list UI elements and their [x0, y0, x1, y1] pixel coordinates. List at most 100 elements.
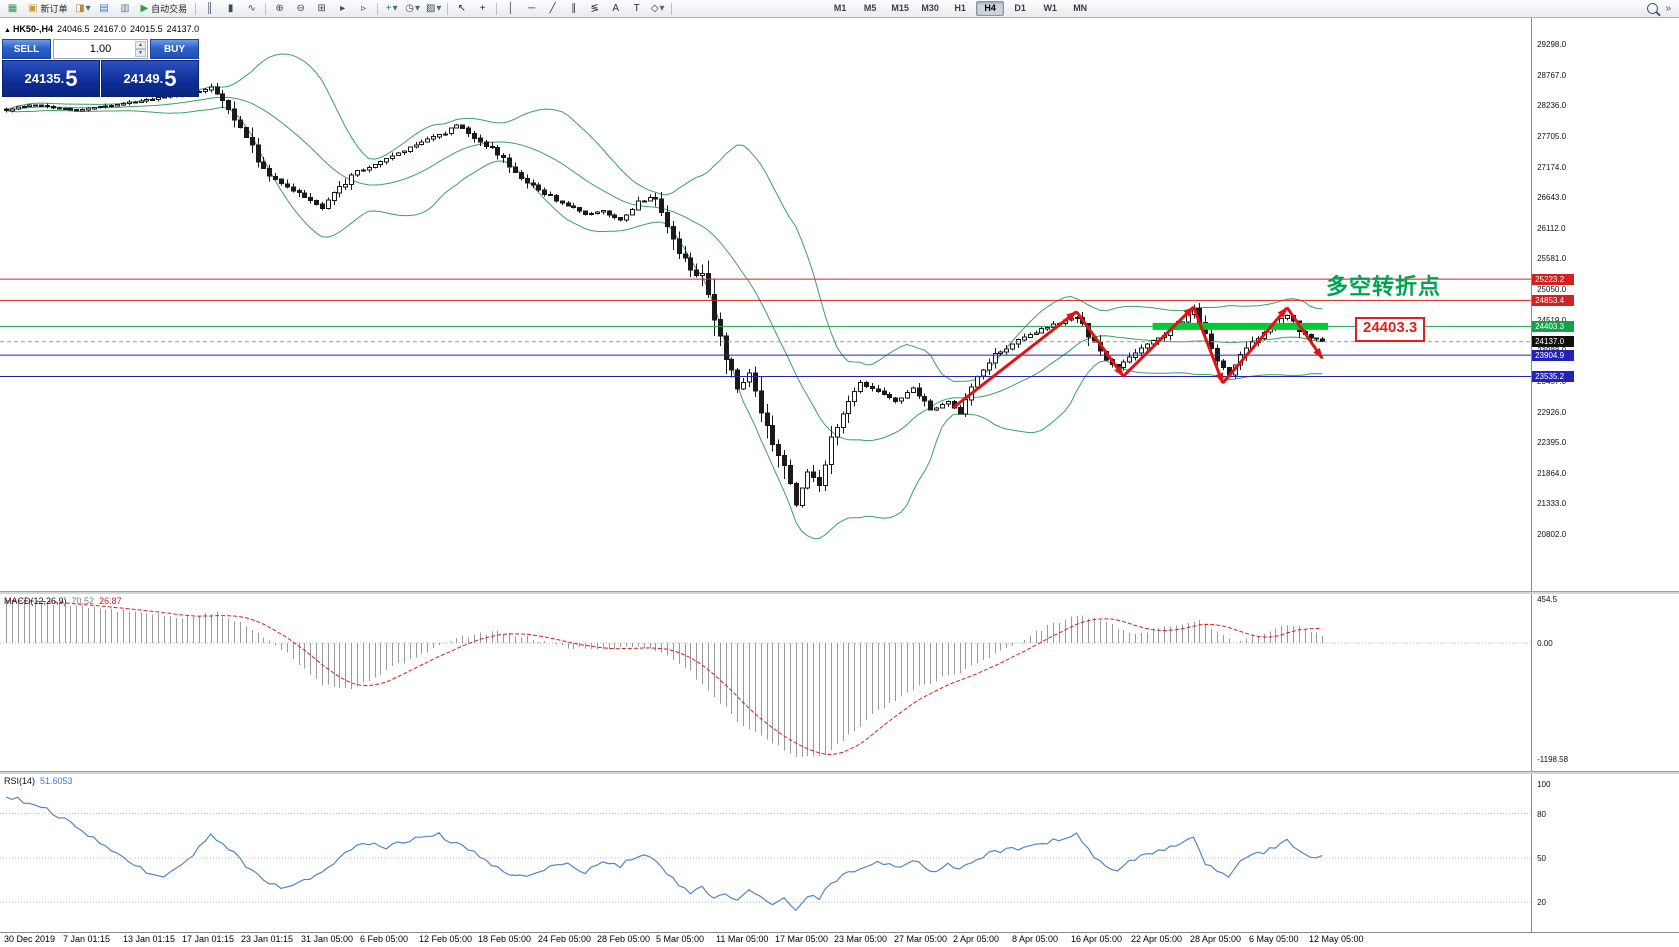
new-order-button[interactable]: ▣ 新订单 [24, 0, 71, 17]
navigator-button[interactable]: ▥ [115, 0, 134, 17]
channel-button[interactable]: ∥ [564, 0, 583, 17]
macd-plot[interactable]: MACD(12,26,9) 70.52 26.87 [0, 594, 1532, 771]
time-axis-label: 18 Feb 05:00 [478, 934, 532, 944]
macd-axis-label: -1198.58 [1537, 755, 1569, 764]
macd-axis[interactable]: 454.5 0.00 -1198.58 [1531, 594, 1679, 771]
timeframe-m5-button[interactable]: M5 [863, 3, 877, 13]
time-axis-label: 17 Mar 05:00 [775, 934, 829, 944]
price-chart[interactable] [0, 18, 1532, 591]
one-click-trading-panel: SELL 1.00 ▲ ▼ BUY 24135. 5 24149. 5 [2, 39, 199, 97]
toolbar-separator [377, 2, 379, 15]
volume-down-icon[interactable]: ▼ [135, 49, 146, 57]
new-chart-button[interactable]: ▦ [3, 0, 22, 17]
collapse-panel-icon[interactable]: ▲ [4, 27, 11, 34]
chart-shift-icon: ▹ [361, 2, 367, 14]
time-axis[interactable]: 30 Dec 2019 7 Jan 01:15 13 Jan 01:15 17 Jan… [0, 932, 1679, 947]
autotrading-button[interactable]: ▶ 自动交易 [136, 0, 191, 17]
rsi-label: RSI(14) 51.6053 [4, 776, 73, 786]
timeframe-h1-button[interactable]: H1 [954, 3, 966, 13]
rsi-axis[interactable]: 100 80 50 20 [1531, 774, 1679, 932]
timeframe-m15-button[interactable]: M15 [891, 3, 909, 13]
tile-windows-button[interactable]: ⊞ [312, 0, 331, 17]
sell-price-button[interactable]: 24135. 5 [2, 60, 100, 97]
time-axis-label: 5 Mar 05:00 [656, 934, 705, 944]
ohlc-low: 24015.5 [130, 24, 163, 34]
ohlc-close: 24137.0 [166, 24, 200, 34]
vertical-line-button[interactable]: │ [501, 0, 520, 17]
rsi-name: RSI(14) [4, 776, 36, 786]
indicators-button[interactable]: + ▾ [382, 0, 401, 17]
timeframe-m30-button[interactable]: M30 [921, 3, 939, 13]
auto-scroll-button[interactable]: ▸ [333, 0, 352, 17]
rsi-chart[interactable] [0, 774, 1532, 932]
text-button[interactable]: A [606, 0, 625, 17]
arrows-button[interactable]: ◇ ▾ [648, 0, 667, 17]
auto-scroll-icon: ▸ [340, 2, 346, 14]
zoom-out-button[interactable]: ⊖ [291, 0, 310, 17]
dropdown-caret-icon: ▾ [85, 2, 91, 14]
trendline-button[interactable]: ╱ [543, 0, 562, 17]
time-axis-label: 11 Mar 05:00 [716, 934, 769, 944]
rsi-plot[interactable]: RSI(14) 51.6053 [0, 774, 1532, 932]
timeframe-mn-button[interactable]: MN [1073, 3, 1088, 13]
zoom-in-icon: ⊕ [275, 2, 284, 14]
zoom-in-button[interactable]: ⊕ [270, 0, 289, 17]
panel-separator[interactable] [0, 771, 1679, 774]
sell-price-pips: 5 [65, 65, 78, 91]
cursor-button[interactable]: ↖ [452, 0, 471, 17]
label-button[interactable]: T [627, 0, 646, 17]
ohlc-open: 24046.5 [56, 24, 90, 34]
dropdown-caret-icon: ▾ [436, 2, 442, 14]
price-axis-label: 26643.0 [1537, 193, 1567, 202]
volume-input[interactable]: 1.00 ▲ ▼ [53, 39, 148, 59]
tile-windows-icon: ⊞ [317, 2, 326, 14]
search-icon[interactable] [1647, 3, 1659, 14]
rsi-panel: RSI(14) 51.6053 100 80 50 20 [0, 774, 1679, 932]
price-axis-label: 21864.0 [1537, 469, 1567, 478]
price-axis[interactable]: 29298.0 28767.0 28236.0 27705.0 27174.0 26643… [1531, 18, 1679, 591]
timeframe-w1-button[interactable]: W1 [1043, 3, 1057, 13]
crosshair-button[interactable]: + [473, 0, 492, 17]
price-marker-label: 24403.3 [1532, 321, 1575, 332]
turning-point-annotation: 多空转折点 [1326, 274, 1442, 299]
time-axis-label: 6 Feb 05:00 [360, 934, 409, 944]
sell-button[interactable]: SELL [2, 39, 51, 59]
templates-button[interactable]: ▨ ▾ [424, 0, 443, 17]
candlestick-chart-button[interactable]: ▮ [221, 0, 240, 17]
time-axis-label: 23 Mar 05:00 [834, 934, 888, 944]
price-chart-plot[interactable]: ▲ HK50-,H4 24046.5 24167.0 24015.5 24137.0 SE… [0, 18, 1532, 591]
price-marker-label: 24853.4 [1532, 295, 1575, 306]
buy-price-button[interactable]: 24149. 5 [101, 60, 199, 97]
time-axis-label: 27 Mar 05:00 [894, 934, 948, 944]
chart-shift-button[interactable]: ▹ [354, 0, 373, 17]
buy-button[interactable]: BUY [150, 39, 199, 59]
time-axis-label: 16 Apr 05:00 [1071, 934, 1123, 944]
line-chart-button[interactable]: ∿ [242, 0, 261, 17]
timeframe-d1-button[interactable]: D1 [1014, 3, 1026, 13]
toolbar-overflow-icon[interactable]: » [1665, 3, 1671, 14]
chart-profiles-button[interactable]: ◨ ▾ [73, 0, 92, 17]
market-watch-button[interactable]: ▤ [94, 0, 113, 17]
timeframe-m1-button[interactable]: M1 [833, 3, 847, 13]
bar-chart-button[interactable]: ║ [200, 0, 219, 17]
macd-chart[interactable] [0, 594, 1532, 771]
macd-panel: MACD(12,26,9) 70.52 26.87 454.5 0.00 -1198.5… [0, 594, 1679, 771]
symbol-info: ▲ HK50-,H4 24046.5 24167.0 24015.5 24137.0 [4, 24, 203, 34]
timeframe-h4-button[interactable]: H4 [976, 1, 1005, 16]
volume-up-icon[interactable]: ▲ [135, 41, 146, 49]
zoom-out-icon: ⊖ [296, 2, 305, 14]
horizontal-line-button[interactable]: ─ [522, 0, 541, 17]
rsi-axis-label: 20 [1537, 898, 1546, 907]
time-axis-label: 31 Jan 05:00 [301, 934, 354, 944]
panel-separator[interactable] [0, 591, 1679, 594]
rsi-axis-label: 100 [1537, 780, 1551, 789]
new-order-button-label: 新订单 [40, 4, 68, 14]
dropdown-caret-icon: ▾ [659, 2, 665, 14]
fibonacci-button[interactable]: ≶ [585, 0, 604, 17]
buy-price: 24149. [123, 71, 164, 86]
periods-button[interactable]: ◷ ▾ [403, 0, 422, 17]
volume-value: 1.00 [89, 43, 112, 55]
periods-icon: ◷ [405, 2, 415, 14]
price-axis-label: 28767.0 [1537, 71, 1567, 80]
